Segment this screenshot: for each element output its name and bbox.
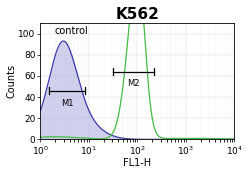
Title: K562: K562 — [116, 7, 160, 22]
Text: control: control — [54, 26, 88, 36]
Text: M2: M2 — [128, 79, 140, 88]
Text: M1: M1 — [61, 99, 73, 108]
X-axis label: FL1-H: FL1-H — [124, 158, 152, 168]
Y-axis label: Counts: Counts — [7, 64, 17, 98]
